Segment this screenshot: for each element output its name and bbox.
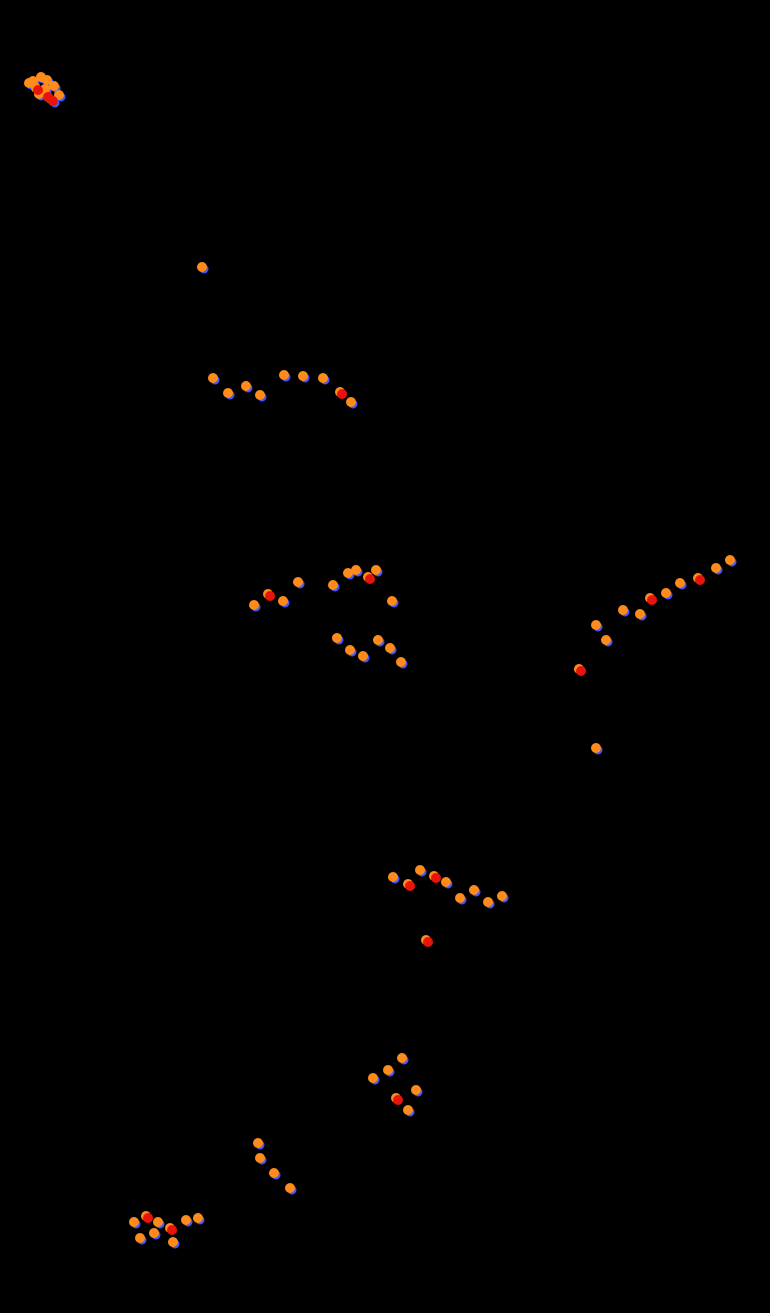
point-orange <box>298 371 308 381</box>
point-orange <box>149 1228 159 1238</box>
point-orange <box>153 1217 163 1227</box>
scatter-plot <box>0 0 770 1313</box>
point-red <box>431 873 441 883</box>
point-orange <box>129 1217 139 1227</box>
point-red <box>33 85 43 95</box>
point-orange <box>285 1183 295 1193</box>
point-orange <box>591 743 601 753</box>
point-orange <box>168 1237 178 1247</box>
point-orange <box>497 891 507 901</box>
point-orange <box>241 381 251 391</box>
point-orange <box>388 872 398 882</box>
point-orange <box>387 596 397 606</box>
point-orange <box>373 635 383 645</box>
point-orange <box>368 1073 378 1083</box>
point-orange <box>293 577 303 587</box>
point-red <box>143 1213 153 1223</box>
point-orange <box>618 605 628 615</box>
point-red <box>48 96 58 106</box>
point-orange <box>345 645 355 655</box>
point-orange <box>351 565 361 575</box>
point-orange <box>725 555 735 565</box>
point-orange <box>675 578 685 588</box>
point-orange <box>255 1153 265 1163</box>
point-orange <box>591 620 601 630</box>
point-red <box>576 666 586 676</box>
point-orange <box>278 596 288 606</box>
point-orange <box>328 580 338 590</box>
point-orange <box>181 1215 191 1225</box>
point-red <box>167 1225 177 1235</box>
point-orange <box>269 1168 279 1178</box>
point-orange <box>135 1233 145 1243</box>
point-orange <box>346 397 356 407</box>
point-red <box>365 574 375 584</box>
point-orange <box>601 635 611 645</box>
point-orange <box>208 373 218 383</box>
point-orange <box>415 865 425 875</box>
point-orange <box>411 1085 421 1095</box>
point-orange <box>279 370 289 380</box>
point-red <box>647 595 657 605</box>
point-orange <box>385 643 395 653</box>
point-orange <box>635 609 645 619</box>
point-red <box>337 389 347 399</box>
point-orange <box>469 885 479 895</box>
point-orange <box>403 1105 413 1115</box>
point-orange <box>483 897 493 907</box>
point-orange <box>332 633 342 643</box>
point-orange <box>358 651 368 661</box>
point-orange <box>661 588 671 598</box>
point-red <box>695 575 705 585</box>
point-orange <box>253 1138 263 1148</box>
point-red <box>423 937 433 947</box>
point-orange <box>249 600 259 610</box>
point-orange <box>397 1053 407 1063</box>
point-red <box>265 591 275 601</box>
point-orange <box>383 1065 393 1075</box>
point-orange <box>711 563 721 573</box>
point-orange <box>318 373 328 383</box>
point-orange <box>193 1213 203 1223</box>
point-orange <box>396 657 406 667</box>
point-orange <box>255 390 265 400</box>
point-orange <box>441 877 451 887</box>
point-red <box>393 1095 403 1105</box>
point-red <box>405 881 415 891</box>
point-orange <box>455 893 465 903</box>
point-orange <box>42 75 52 85</box>
point-orange <box>223 388 233 398</box>
point-orange <box>197 262 207 272</box>
point-orange <box>371 565 381 575</box>
